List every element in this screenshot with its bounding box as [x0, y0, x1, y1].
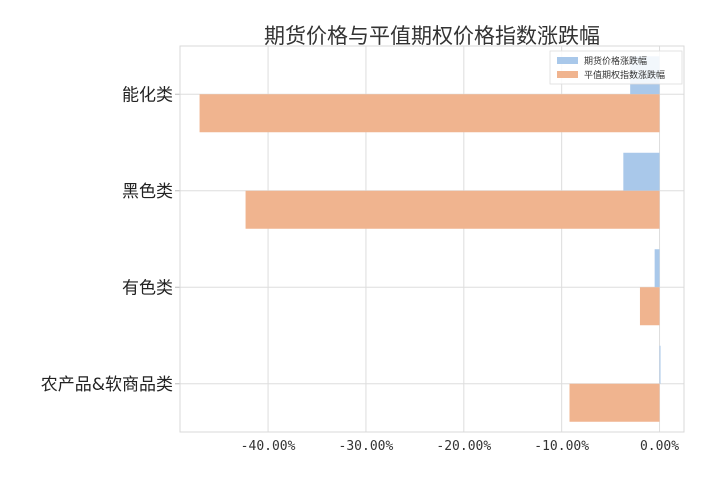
bar-options	[569, 383, 660, 422]
bar-futures	[623, 152, 660, 191]
legend-swatch-options	[557, 71, 578, 78]
bar-options	[245, 190, 660, 229]
category-label: 有色类	[122, 278, 173, 298]
bar-options	[639, 287, 660, 326]
bar-options	[199, 94, 660, 133]
legend-swatch-futures	[557, 57, 578, 64]
x-tick-labels: -40.00% -30.00% -20.00% -10.00% 0.00%	[241, 439, 680, 454]
bar-futures	[659, 345, 661, 384]
plot-frame	[179, 45, 685, 433]
x-tick-label: -20.00%	[436, 439, 491, 454]
legend-label-futures: 期货价格涨跌幅	[584, 55, 647, 67]
legend-label-options: 平值期权指数涨跌幅	[584, 69, 665, 81]
category-label: 黑色类	[122, 182, 173, 202]
legend-box	[549, 50, 683, 85]
x-tick-label: -30.00%	[339, 439, 394, 454]
bars	[199, 56, 661, 422]
legend: 期货价格涨跌幅 平值期权指数涨跌幅	[549, 50, 683, 85]
x-tick-label: -40.00%	[241, 439, 296, 454]
x-tick-label: 0.00%	[640, 439, 679, 454]
category-label: 农产品&软商品类	[41, 375, 173, 395]
x-tick-label: -10.00%	[534, 439, 589, 454]
chart-title: 期货价格与平值期权价格指数涨跌幅	[264, 24, 600, 48]
bar-futures	[654, 249, 660, 288]
category-label: 能化类	[122, 85, 173, 105]
